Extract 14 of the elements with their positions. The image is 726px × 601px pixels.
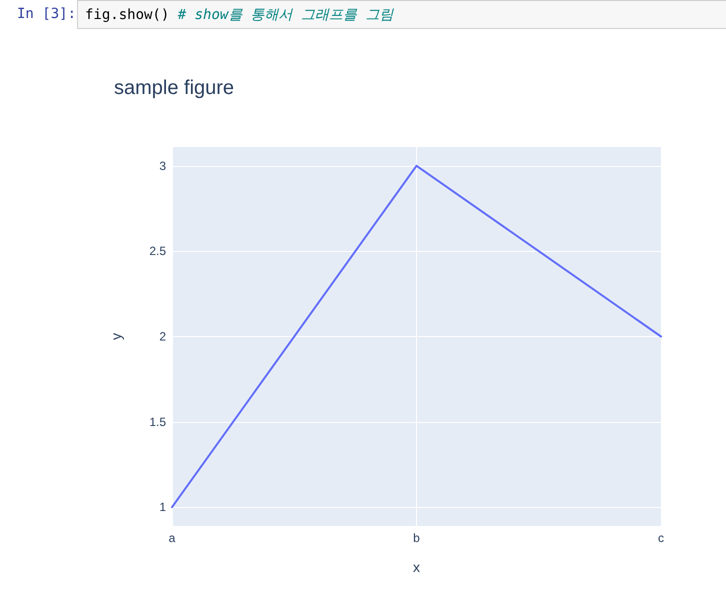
y-axis-title: y bbox=[108, 333, 124, 340]
y-tick-label: 1 bbox=[159, 500, 166, 514]
y-tick-label: 2 bbox=[159, 330, 166, 344]
x-tick-label: c bbox=[658, 531, 664, 545]
x-tick-label: a bbox=[168, 531, 176, 545]
chart-title: sample figure bbox=[114, 77, 234, 99]
y-tick-label: 3 bbox=[159, 158, 166, 173]
x-axis-title: x bbox=[413, 559, 420, 575]
y-tick-label: 2.5 bbox=[149, 244, 166, 258]
text: In [3]: bbox=[17, 6, 76, 22]
y-tick-label: 1.5 bbox=[149, 414, 166, 429]
text: # show를 통해서 그래프를 그림 bbox=[178, 7, 394, 23]
x-tick-label: b bbox=[413, 531, 420, 545]
text: fig.show() bbox=[85, 7, 170, 23]
